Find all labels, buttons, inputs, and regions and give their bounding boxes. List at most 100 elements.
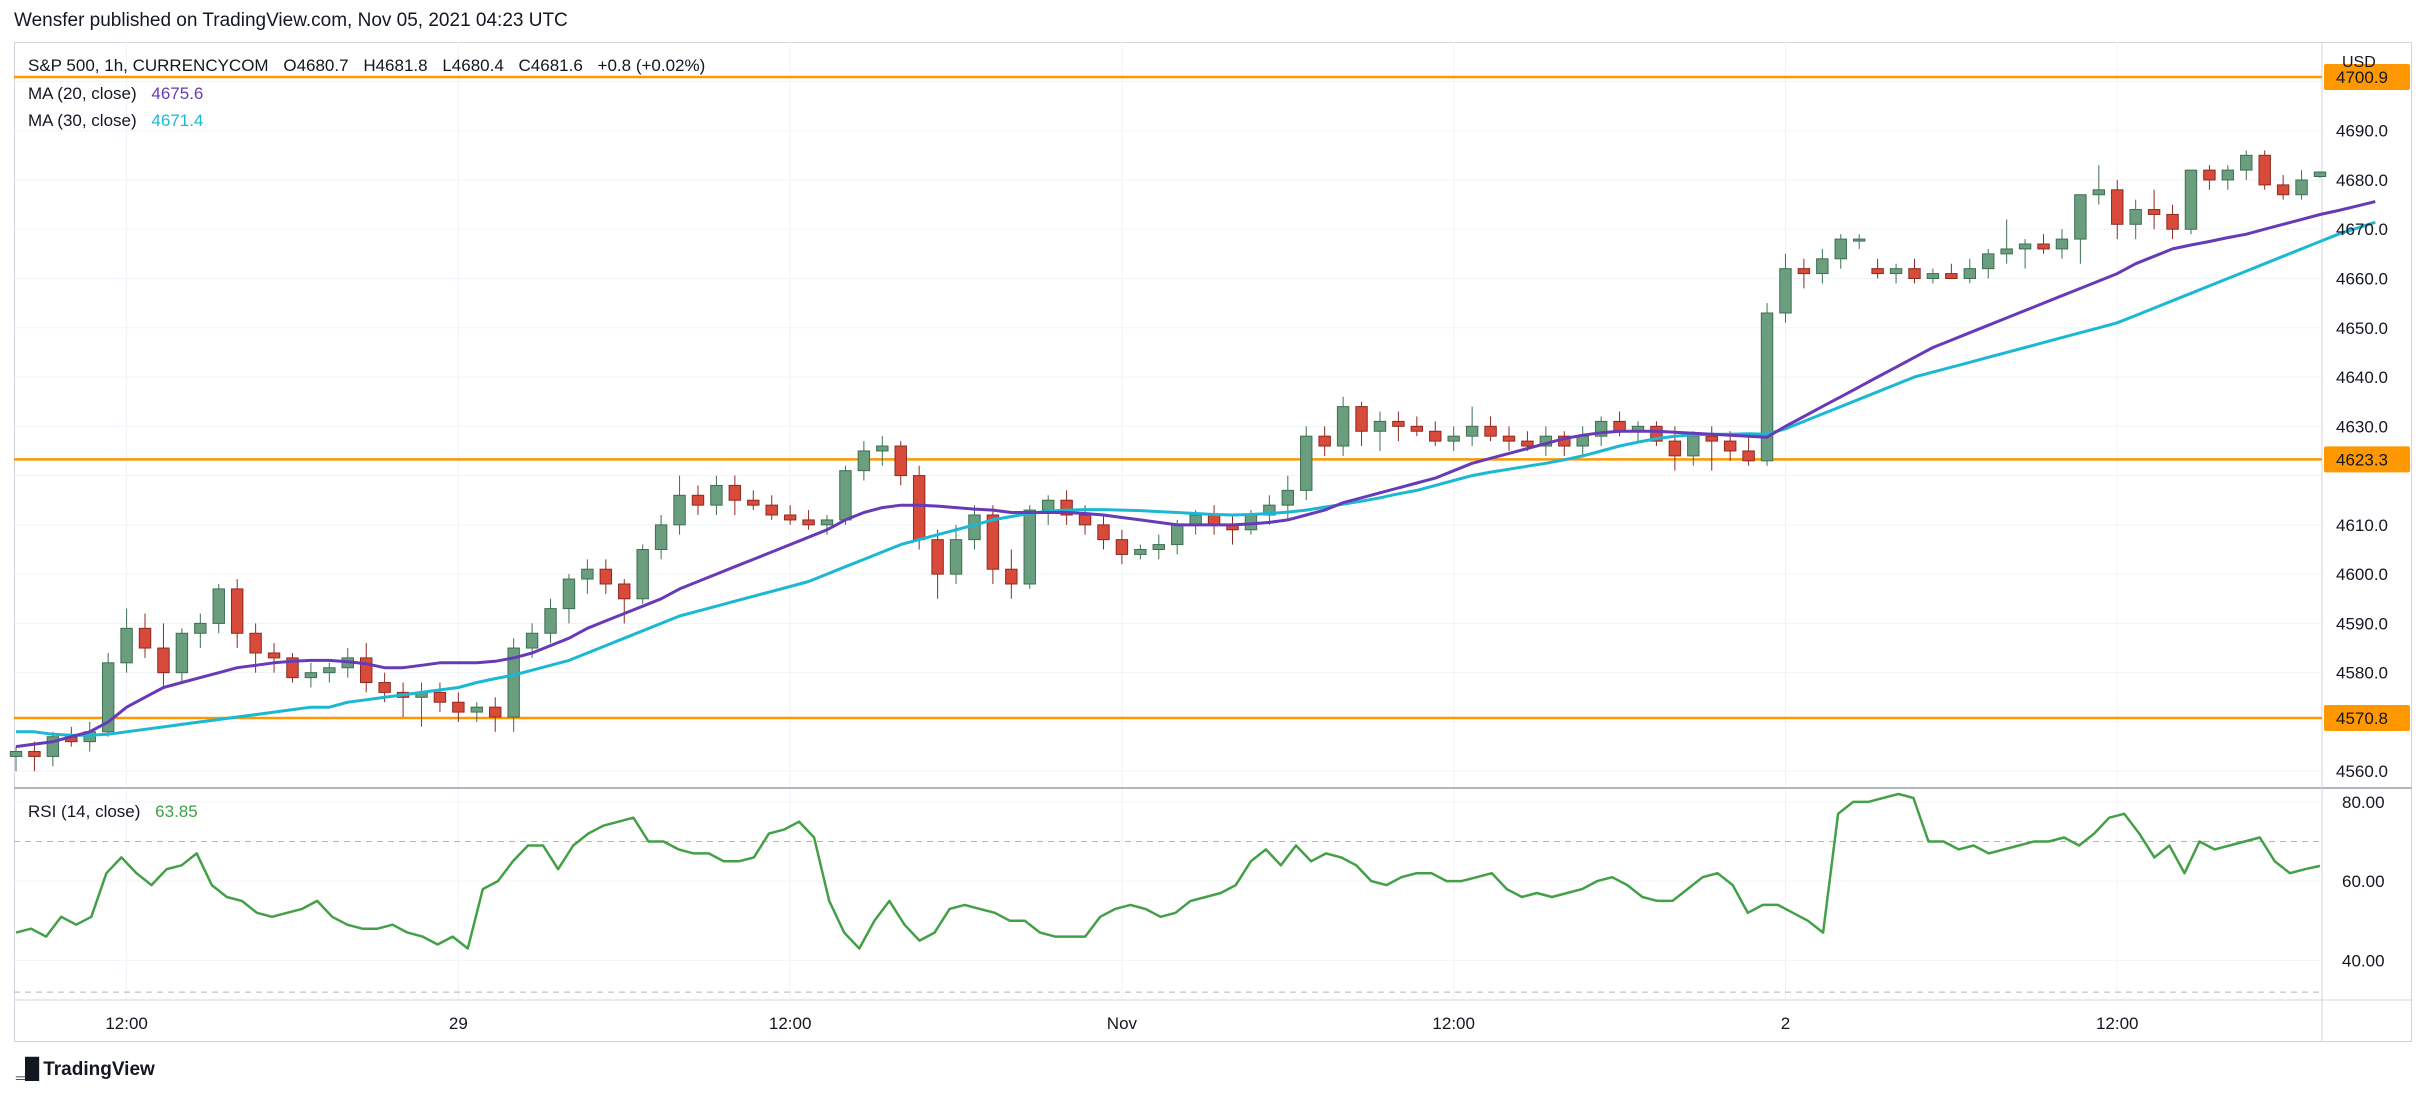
level-label-text: 4570.8 <box>2336 709 2388 728</box>
candle-body <box>1207 514 1221 526</box>
candle-body <box>120 627 133 664</box>
candle-body <box>1945 273 1958 280</box>
candle-body <box>1447 435 1460 442</box>
candle-body <box>1963 268 1977 280</box>
rsi-pane <box>14 792 2322 993</box>
ma30-label: MA (30, close) <box>28 111 137 130</box>
horizontal-levels <box>14 75 2322 720</box>
candle-body <box>1982 253 1995 270</box>
currency-label: USD <box>2342 54 2376 71</box>
rsi-legend: RSI (14, close) 63.85 <box>28 802 208 822</box>
candle-body <box>286 657 299 679</box>
candle-body <box>452 701 465 713</box>
candle-body <box>1705 435 1718 442</box>
candle-body <box>2092 189 2106 196</box>
candle-body <box>1023 509 1036 585</box>
candle-body <box>820 519 834 526</box>
candle-body <box>783 514 797 521</box>
candle-body <box>2166 213 2179 230</box>
candle-body <box>618 583 631 600</box>
price-tick-label: 4610.0 <box>2336 516 2388 535</box>
candle-body <box>507 647 520 718</box>
candle-body <box>2184 169 2198 230</box>
candle-body <box>1502 435 1516 442</box>
candle-body <box>747 499 760 506</box>
level-label-box <box>2324 63 2410 90</box>
candle-body <box>1263 504 1276 516</box>
rsi-tick-label: 40.00 <box>2342 951 2385 970</box>
grid <box>14 42 2412 1042</box>
candle-body <box>912 475 926 541</box>
open-value: O4680.7 <box>283 56 349 75</box>
candle-body <box>470 706 484 713</box>
candle-body <box>2129 209 2142 225</box>
candle-body <box>1742 450 1755 462</box>
candle-body <box>1300 435 1313 491</box>
candle-body <box>1889 268 1903 275</box>
candle-body <box>2203 169 2216 181</box>
candle-body <box>101 662 115 733</box>
candle-body <box>1779 268 1792 314</box>
ma20-legend: MA (20, close) 4675.6 <box>28 84 213 104</box>
candle-body <box>654 524 668 550</box>
candle-body <box>525 632 539 649</box>
candle-body <box>562 578 576 610</box>
candle-body <box>1336 406 1350 447</box>
currency-button[interactable]: USD <box>2342 54 2376 72</box>
level-label-box <box>2324 446 2410 473</box>
footer-brand[interactable]: TradingView <box>43 1058 155 1080</box>
time-tick-label: Nov <box>1107 1014 1138 1033</box>
candle-body <box>1392 420 1405 427</box>
candle-body <box>1410 425 1424 432</box>
ma30-value: 4671.4 <box>151 111 204 130</box>
candle-body <box>1834 238 1847 260</box>
moving-averages <box>15 200 2376 749</box>
price-tick-label: 4670.0 <box>2336 220 2388 239</box>
price-tick-label: 4580.0 <box>2336 664 2388 683</box>
candle-body <box>857 450 871 472</box>
candle-body <box>489 706 502 718</box>
candle-body <box>765 504 778 516</box>
candle-body <box>1797 268 1811 275</box>
candle-body <box>2018 243 2032 250</box>
rsi-label: RSI (14, close) <box>28 802 141 821</box>
candle-body <box>1134 548 1147 555</box>
time-tick-label: 12:00 <box>2096 1014 2139 1033</box>
candle-body <box>2221 169 2235 181</box>
candle-body <box>1871 268 1884 275</box>
ma30-line <box>16 220 2376 737</box>
candle-body <box>1465 425 1479 437</box>
candle-body <box>1060 499 1073 516</box>
level-label-text: 4623.3 <box>2336 450 2388 469</box>
price-tick-label: 4600.0 <box>2336 565 2388 584</box>
candle-body <box>1852 238 1866 242</box>
candle-body <box>157 647 170 674</box>
candle-body <box>691 494 705 506</box>
candle-body <box>1005 568 1018 585</box>
tradingview-logo-icon: ‗█ <box>16 1058 39 1080</box>
candle-body <box>544 608 557 634</box>
candle-body <box>802 519 815 526</box>
candle-body <box>46 736 60 757</box>
rsi-line <box>15 792 2321 950</box>
candle-body <box>1687 435 1700 457</box>
price-legend: S&P 500, 1h, CURRENCYCOM O4680.7 H4681.8… <box>28 56 715 76</box>
candle-body <box>710 484 723 506</box>
close-value: C4681.6 <box>518 56 583 75</box>
candle-body <box>2037 243 2050 250</box>
time-tick-label: 29 <box>449 1014 468 1033</box>
level-label-text: 4700.9 <box>2336 68 2388 87</box>
rsi-tick-label: 60.00 <box>2342 872 2385 891</box>
candle-body <box>581 568 594 580</box>
candle-body <box>1097 524 1110 541</box>
candle-body <box>359 657 373 684</box>
price-tick-label: 4680.0 <box>2336 171 2388 190</box>
candle-body <box>636 548 649 600</box>
candle-body <box>175 632 189 674</box>
high-value: H4681.8 <box>363 56 428 75</box>
candle-body <box>28 751 41 757</box>
candle-body <box>876 445 889 452</box>
candle-body <box>1668 440 1682 457</box>
candle-body <box>2240 154 2253 171</box>
